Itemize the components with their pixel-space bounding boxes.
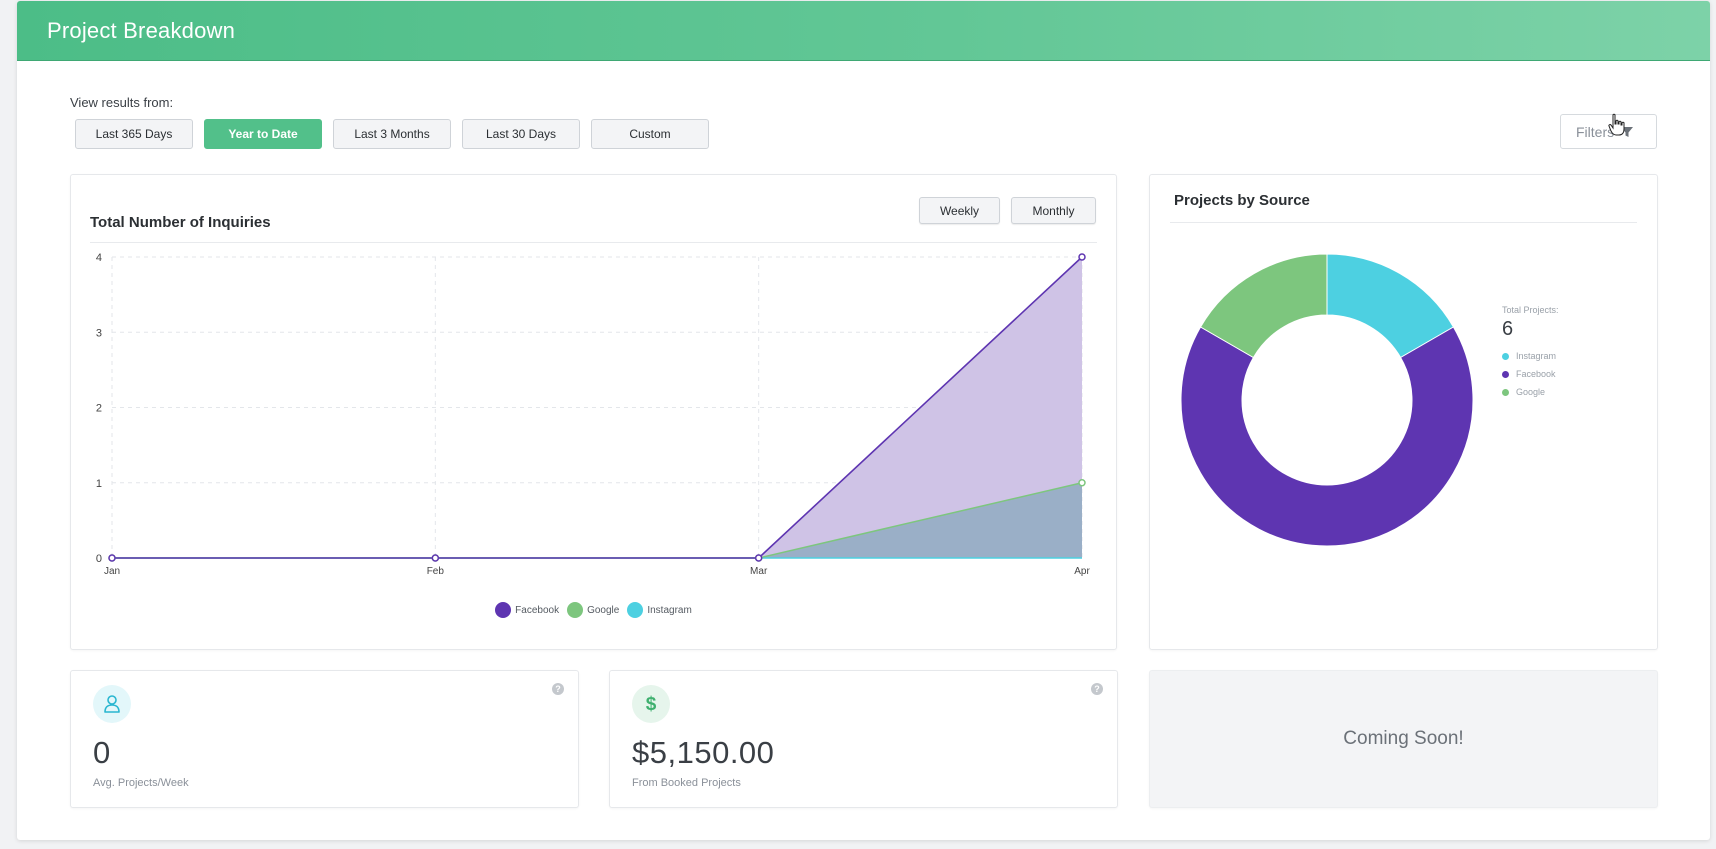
- series-area-google: [112, 482, 1082, 558]
- projects-donut-chart: [1180, 253, 1474, 547]
- legend-dot-google: [567, 602, 584, 618]
- booked-value: $5,150.00: [632, 735, 775, 770]
- booked-projects-card: $ ? $5,150.00 From Booked Projects: [609, 670, 1118, 808]
- legend-item-google[interactable]: Google: [567, 602, 619, 618]
- legend-label-instagram: Instagram: [647, 604, 692, 616]
- inquiries-divider: [90, 242, 1097, 243]
- y-tick-label: 4: [96, 252, 102, 264]
- x-tick-label: Feb: [427, 566, 445, 577]
- legend-label-facebook: Facebook: [515, 604, 560, 616]
- page-title: Project Breakdown: [47, 17, 236, 43]
- legend-item-facebook[interactable]: Facebook: [495, 602, 559, 618]
- user-icon: [93, 685, 131, 723]
- help-icon[interactable]: ?: [1091, 683, 1103, 695]
- data-point-facebook: [1078, 253, 1086, 261]
- data-point-facebook: [754, 554, 763, 562]
- donut-legend-dot-facebook: [1502, 370, 1509, 378]
- donut-slice-google: [1199, 253, 1328, 359]
- filters-label: Filters: [1576, 123, 1615, 140]
- data-point-facebook: [431, 554, 440, 562]
- weekly-button[interactable]: Weekly: [919, 197, 1000, 224]
- range-button-year-to-date[interactable]: Year to Date: [204, 119, 322, 149]
- data-point-facebook: [108, 554, 116, 562]
- project-breakdown-card: Project Breakdown View results from: Las…: [17, 1, 1710, 840]
- monthly-button[interactable]: Monthly: [1011, 197, 1096, 224]
- data-point-google: [1078, 479, 1086, 487]
- avg-projects-card: ? 0 Avg. Projects/Week: [70, 670, 579, 808]
- legend-dot-instagram: [627, 602, 644, 618]
- y-tick-label: 0: [96, 553, 102, 565]
- x-tick-label: Apr: [1074, 566, 1090, 577]
- projects-by-source-divider: [1170, 222, 1637, 223]
- coming-soon-card: Coming Soon!: [1149, 670, 1658, 808]
- booked-label: From Booked Projects: [632, 777, 741, 789]
- avg-projects-label: Avg. Projects/Week: [93, 777, 189, 789]
- range-button-custom[interactable]: Custom: [591, 119, 709, 149]
- y-tick-label: 1: [96, 478, 102, 490]
- x-tick-label: Jan: [104, 566, 120, 577]
- view-results-label: View results from:: [70, 95, 174, 110]
- y-tick-label: 2: [96, 403, 102, 415]
- donut-legend-label-google: Google: [1516, 387, 1546, 397]
- donut-slice-facebook: [1180, 326, 1474, 547]
- legend-dot-facebook: [495, 602, 512, 618]
- svg-text:$: $: [646, 694, 657, 715]
- inquiries-legend: Facebook Google Instagram: [71, 602, 1116, 618]
- y-tick-label: 3: [96, 327, 102, 339]
- x-tick-label: Mar: [750, 566, 768, 577]
- total-projects-label: Total Projects:: [1502, 305, 1559, 315]
- inquiries-panel: Total Number of Inquiries Weekly Monthly…: [70, 174, 1117, 650]
- inquiries-area-chart: 0 1 2 3 4 Jan Feb Mar Apr: [96, 252, 1091, 577]
- donut-legend-dot-instagram: [1502, 352, 1509, 360]
- donut-legend-item-facebook[interactable]: Facebook: [1502, 369, 1559, 379]
- projects-by-source-title: Projects by Source: [1174, 192, 1310, 209]
- donut-legend-label-instagram: Instagram: [1516, 351, 1557, 361]
- inquiries-title: Total Number of Inquiries: [90, 214, 271, 231]
- page-header: Project Breakdown: [17, 1, 1710, 61]
- series-line-facebook: [112, 256, 1083, 559]
- range-button-last-30-days[interactable]: Last 30 Days: [462, 119, 580, 149]
- help-icon[interactable]: ?: [552, 683, 564, 695]
- range-button-last-3-months[interactable]: Last 3 Months: [333, 119, 451, 149]
- funnel-icon: [1621, 126, 1634, 137]
- total-projects-value: 6: [1502, 318, 1514, 340]
- donut-legend-label-facebook: Facebook: [1516, 369, 1556, 379]
- filters-button[interactable]: Filters: [1560, 114, 1657, 149]
- legend-label-google: Google: [587, 604, 620, 616]
- range-button-last-365-days[interactable]: Last 365 Days: [75, 119, 193, 149]
- projects-by-source-panel: Projects by Source Total Projects: 6 Ins…: [1149, 174, 1658, 650]
- avg-projects-value: 0: [93, 735, 111, 770]
- coming-soon-text: Coming Soon!: [1343, 728, 1464, 749]
- dollar-icon: $: [632, 685, 670, 723]
- donut-legend-dot-google: [1502, 388, 1509, 396]
- donut-legend-item-google[interactable]: Google: [1502, 387, 1559, 397]
- legend-item-instagram[interactable]: Instagram: [627, 602, 692, 618]
- donut-legend-item-instagram[interactable]: Instagram: [1502, 351, 1559, 361]
- donut-legend: Total Projects: 6 Instagram Facebook Goo…: [1502, 305, 1559, 405]
